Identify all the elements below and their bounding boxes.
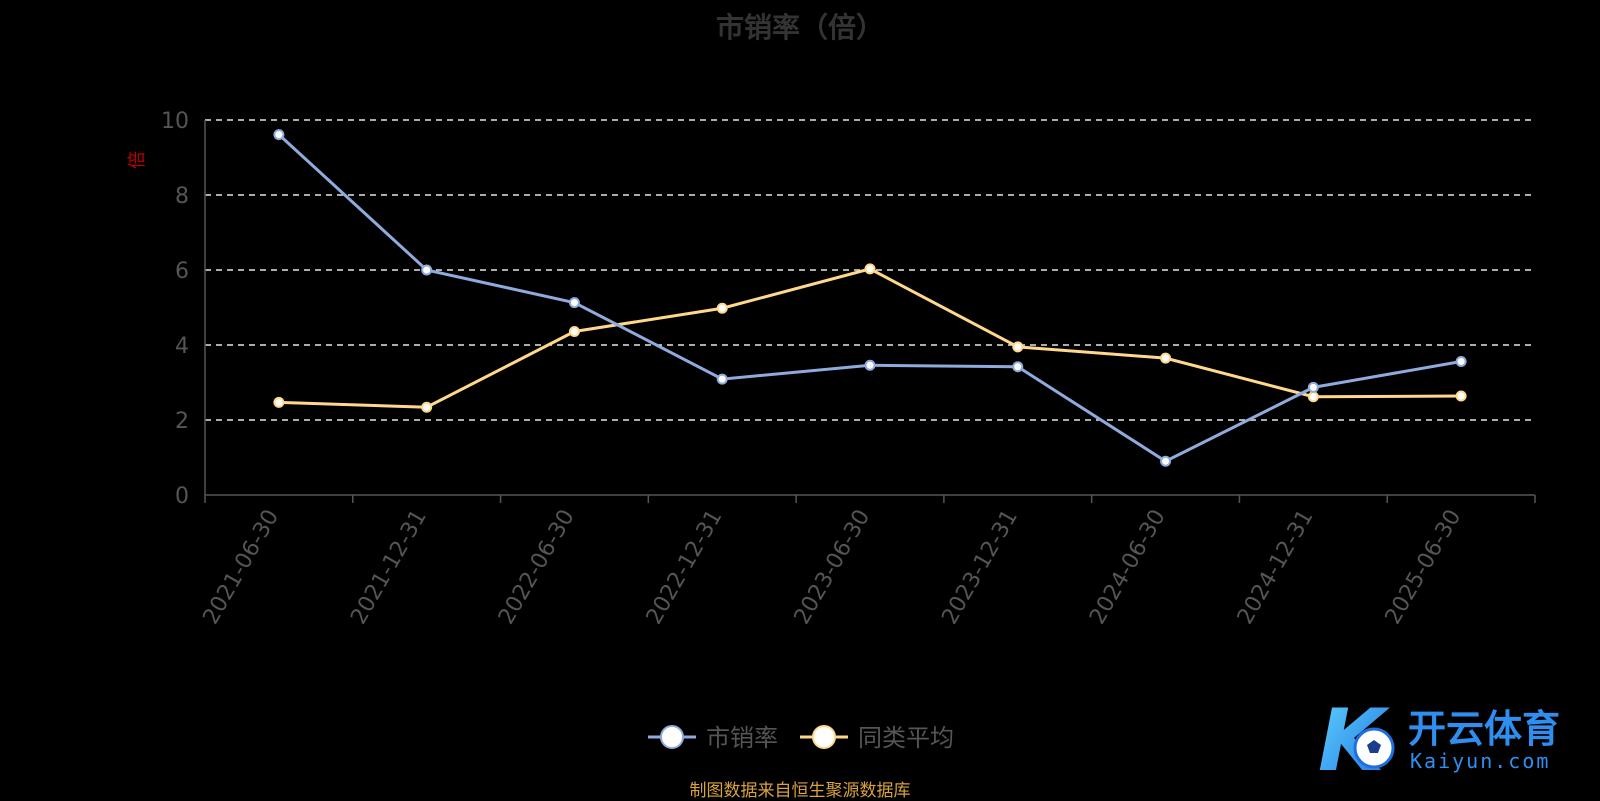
x-tick-label: 2021-12-31 [346,505,432,628]
brand-logo: K 开云体育 Kaiyun.com [1310,691,1590,791]
x-tick-label: 2024-12-31 [1233,506,1319,629]
legend-label: 同类平均 [858,724,954,752]
axes [204,120,1536,503]
data-point [421,264,433,276]
y-tick-label: 8 [175,184,189,209]
x-tick-label: 2024-06-30 [1085,506,1171,629]
data-source-note: 制图数据来自恒生聚源数据库 [689,781,911,801]
data-point [864,359,876,371]
data-point [1012,341,1024,353]
y-tick-label: 0 [175,484,189,509]
legend-item-1: 市销率 [648,724,778,752]
y-tick-label: 10 [161,109,189,134]
y-tick-label: 6 [175,259,189,284]
series-1 [273,129,1467,467]
logo-brand-text: 开云体育 [1408,707,1560,751]
legend-marker [660,725,684,749]
series-line [278,267,1462,409]
series-2 [273,263,1467,413]
y-axis-label: 倍 [127,151,148,169]
legend-item-2: 同类平均 [800,724,954,752]
data-point [1307,391,1319,403]
data-point [1160,455,1172,467]
y-tick-labels: 0 2 4 6 8 10 [161,109,189,509]
data-point [568,326,580,337]
data-point [1012,361,1024,373]
data-point [1455,390,1467,402]
series-line [277,133,1462,463]
data-point [421,401,433,413]
data-point [273,396,285,408]
y-tick-label: 4 [175,334,189,359]
y-tick-label: 2 [175,409,189,434]
x-tick-label: 2022-12-31 [642,506,728,629]
legend-label: 市销率 [706,724,778,752]
series-group [273,129,1467,467]
data-point [1160,352,1172,364]
data-point [1307,381,1319,393]
x-tick-labels: 2021-06-30 2021-12-31 2022-06-30 2022-12-31… [199,505,1467,628]
data-point [864,263,876,275]
chart-title: 市销率（倍） [715,11,884,44]
x-tick-label: 2023-12-31 [937,506,1023,629]
logo-domain-text: Kaiyun.com [1410,749,1550,773]
data-point [716,373,728,385]
legend-marker [812,725,836,749]
x-tick-label: 2021-06-30 [199,506,285,629]
x-tick-label: 2025-06-30 [1381,506,1467,629]
x-tick-label: 2022-06-30 [494,506,580,629]
legend: 市销率 同类平均 [648,724,954,752]
data-point [716,302,728,314]
x-tick-label: 2023-06-30 [790,506,876,629]
data-point [568,297,580,309]
soccer-ball-patch [1367,740,1381,753]
data-point [273,129,285,141]
data-point [1455,356,1467,367]
